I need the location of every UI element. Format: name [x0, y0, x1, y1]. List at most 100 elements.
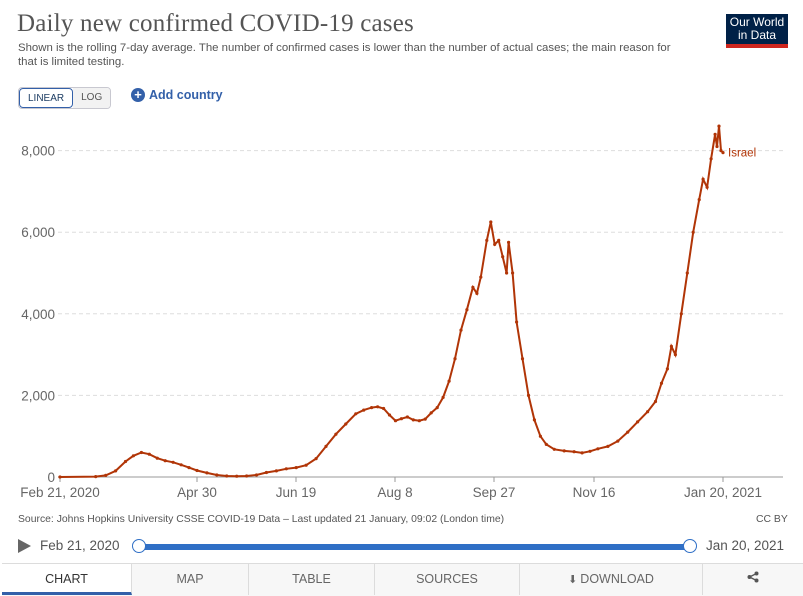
- data-point[interactable]: [324, 444, 328, 448]
- scale-linear-button[interactable]: LINEAR: [19, 88, 74, 108]
- data-point[interactable]: [411, 418, 415, 422]
- data-point[interactable]: [701, 177, 705, 181]
- data-point[interactable]: [465, 308, 469, 312]
- data-point[interactable]: [362, 408, 366, 412]
- data-point[interactable]: [721, 151, 725, 155]
- data-point[interactable]: [447, 379, 451, 383]
- data-point[interactable]: [304, 463, 308, 467]
- tab-sources[interactable]: SOURCES: [375, 564, 520, 595]
- timeline-end-handle[interactable]: [683, 539, 697, 553]
- data-point[interactable]: [669, 344, 674, 348]
- data-point[interactable]: [399, 417, 403, 421]
- data-point[interactable]: [104, 473, 108, 477]
- owid-logo[interactable]: Our World in Data: [726, 14, 788, 48]
- scale-toggle[interactable]: LINEAR LOG: [18, 87, 112, 109]
- series-label[interactable]: Israel: [728, 148, 756, 160]
- data-point[interactable]: [370, 406, 374, 410]
- data-point[interactable]: [131, 454, 135, 458]
- data-point[interactable]: [717, 124, 721, 128]
- data-point[interactable]: [606, 444, 610, 448]
- data-point[interactable]: [147, 452, 151, 456]
- data-point[interactable]: [123, 459, 128, 464]
- data-point[interactable]: [171, 460, 175, 464]
- data-point[interactable]: [497, 238, 501, 242]
- data-point[interactable]: [235, 474, 239, 478]
- series-line-israel[interactable]: [59, 126, 724, 478]
- data-point[interactable]: [552, 447, 556, 451]
- data-point[interactable]: [475, 291, 479, 295]
- data-point[interactable]: [626, 430, 630, 434]
- data-point[interactable]: [673, 353, 678, 357]
- data-point[interactable]: [393, 419, 398, 423]
- data-point[interactable]: [376, 405, 380, 409]
- tab-table[interactable]: TABLE: [249, 564, 375, 595]
- data-point[interactable]: [685, 271, 689, 275]
- data-point[interactable]: [163, 459, 167, 463]
- data-point[interactable]: [538, 434, 543, 438]
- data-point[interactable]: [435, 406, 439, 410]
- data-point[interactable]: [501, 255, 505, 259]
- data-point[interactable]: [705, 185, 709, 189]
- data-point[interactable]: [616, 439, 620, 443]
- data-point[interactable]: [245, 474, 249, 478]
- data-point[interactable]: [665, 367, 670, 371]
- timeline-start-handle[interactable]: [132, 539, 146, 553]
- data-point[interactable]: [646, 410, 650, 414]
- data-point[interactable]: [344, 422, 348, 426]
- tab-download[interactable]: ⬇ DOWNLOAD: [520, 564, 703, 595]
- data-point[interactable]: [471, 285, 475, 289]
- data-point[interactable]: [580, 451, 584, 455]
- data-point[interactable]: [264, 470, 268, 475]
- data-point[interactable]: [187, 466, 191, 470]
- data-point[interactable]: [489, 220, 493, 224]
- data-point[interactable]: [715, 144, 719, 149]
- data-point[interactable]: [532, 418, 537, 422]
- data-point[interactable]: [114, 469, 118, 473]
- data-point[interactable]: [572, 450, 576, 454]
- data-point[interactable]: [58, 475, 62, 479]
- data-point[interactable]: [562, 449, 566, 453]
- data-point[interactable]: [709, 157, 713, 161]
- data-point[interactable]: [225, 474, 229, 478]
- data-point[interactable]: [294, 466, 298, 470]
- data-point[interactable]: [515, 320, 519, 324]
- data-point[interactable]: [417, 419, 421, 423]
- data-point[interactable]: [526, 393, 531, 397]
- tab-chart[interactable]: CHART: [2, 564, 132, 595]
- data-point[interactable]: [588, 449, 592, 453]
- license-link[interactable]: CC BY: [756, 514, 788, 525]
- data-point[interactable]: [459, 328, 463, 332]
- data-point[interactable]: [441, 395, 445, 399]
- data-point[interactable]: [510, 271, 515, 275]
- data-point[interactable]: [274, 469, 278, 473]
- scale-log-button[interactable]: LOG: [73, 88, 111, 108]
- timeline[interactable]: Feb 21, 2020 Jan 20, 2021: [18, 537, 788, 557]
- data-point[interactable]: [679, 312, 683, 316]
- data-point[interactable]: [691, 230, 695, 234]
- data-point[interactable]: [653, 399, 658, 404]
- data-point[interactable]: [493, 242, 497, 246]
- data-point[interactable]: [713, 132, 717, 136]
- line-chart[interactable]: 0 2,000 4,000 6,000 8,000 Feb 21, 2020 Apr 30…: [0, 110, 803, 510]
- data-point[interactable]: [205, 471, 209, 475]
- data-point[interactable]: [520, 357, 525, 361]
- data-point[interactable]: [636, 420, 640, 424]
- data-point[interactable]: [254, 473, 259, 477]
- data-point[interactable]: [485, 238, 489, 242]
- data-point[interactable]: [507, 240, 511, 244]
- data-point[interactable]: [195, 468, 199, 473]
- tab-map[interactable]: MAP: [132, 564, 249, 595]
- data-point[interactable]: [423, 417, 427, 421]
- data-point[interactable]: [284, 467, 288, 471]
- data-point[interactable]: [596, 447, 600, 451]
- play-icon[interactable]: [18, 539, 31, 553]
- data-point[interactable]: [429, 411, 433, 415]
- data-point[interactable]: [659, 381, 664, 385]
- share-button[interactable]: [703, 564, 803, 595]
- data-point[interactable]: [334, 432, 338, 436]
- data-point[interactable]: [387, 413, 392, 417]
- timeline-track[interactable]: [139, 544, 690, 550]
- data-point[interactable]: [544, 442, 548, 446]
- data-point[interactable]: [179, 463, 183, 467]
- data-point[interactable]: [719, 149, 723, 153]
